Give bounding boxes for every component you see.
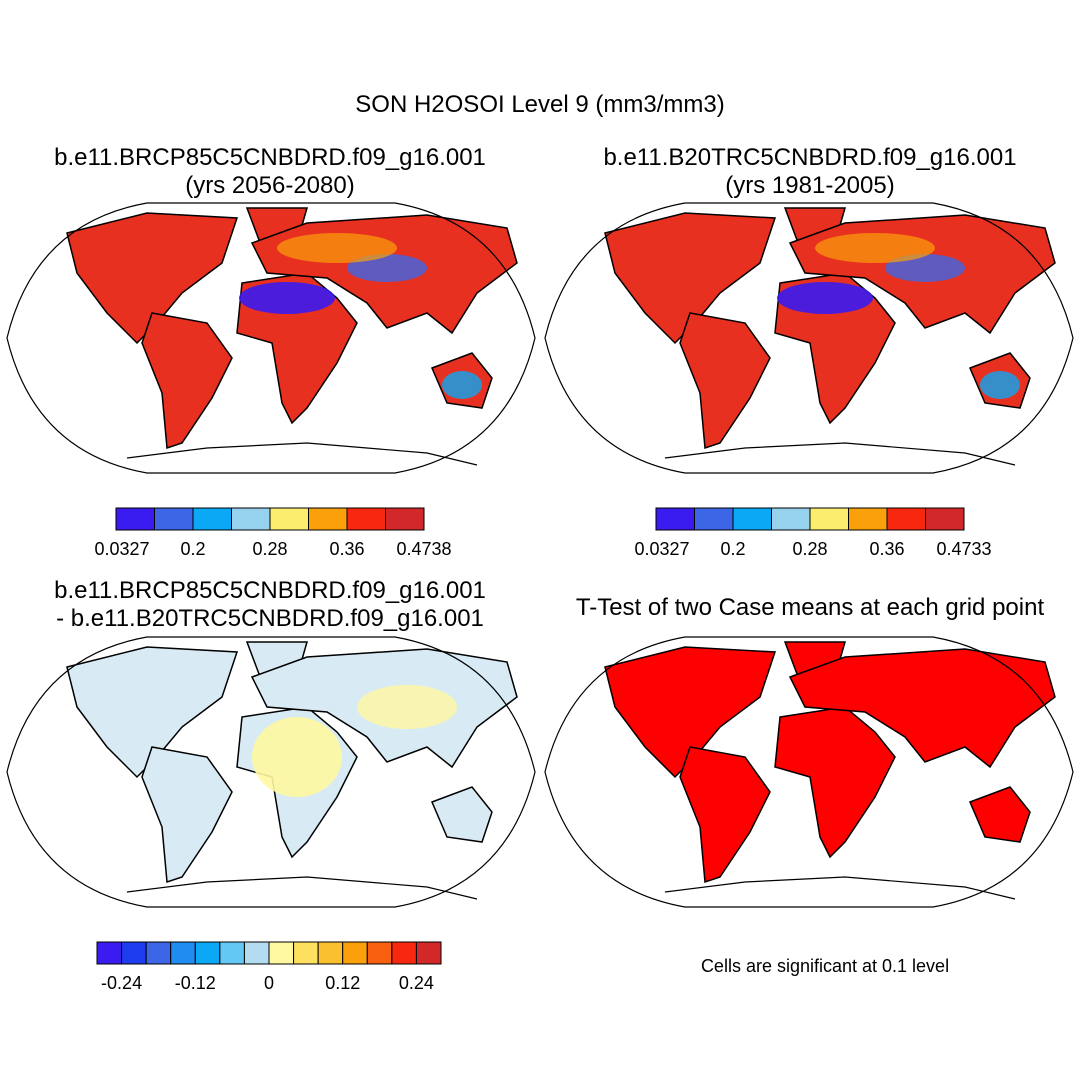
colorbar-box xyxy=(192,507,232,531)
colorbar-box xyxy=(145,941,172,965)
panel-title: b.e11.BRCP85C5CNBDRD.f09_g16.001 xyxy=(54,577,486,604)
colorbar-label: 0.36 xyxy=(329,539,364,559)
colorbar-box xyxy=(243,941,270,965)
colorbar-box xyxy=(655,507,695,531)
colorbar-box xyxy=(293,941,319,965)
note: Cells are significant at 0.1 level xyxy=(701,956,949,976)
change-region xyxy=(357,685,457,729)
colorbar-box xyxy=(848,507,888,531)
colorbar-box xyxy=(154,507,194,531)
colorbar-label: 0.28 xyxy=(252,539,287,559)
colorbar-label: 0.12 xyxy=(325,973,360,993)
colorbar-label: 0.24 xyxy=(399,973,434,993)
colorbar-label: 0.2 xyxy=(720,539,745,559)
colorbar-box xyxy=(269,507,309,531)
colorbar-label: 0.36 xyxy=(869,539,904,559)
colorbar-box xyxy=(308,507,348,531)
colorbar-label: 0.28 xyxy=(792,539,827,559)
colorbar-box xyxy=(342,941,368,965)
colorbar-box xyxy=(115,507,155,531)
figure-title: SON H2OSOI Level 9 (mm3/mm3) xyxy=(355,91,724,118)
antarctica xyxy=(664,442,1016,466)
colorbar-label: 0.2 xyxy=(180,539,205,559)
map xyxy=(544,202,1074,474)
antarctica xyxy=(664,876,1016,900)
colorbar-box xyxy=(121,941,147,965)
change-region xyxy=(252,717,342,797)
panel-title: b.e11.BRCP85C5CNBDRD.f09_g16.001 xyxy=(54,144,486,171)
panel-title: - b.e11.B20TRC5CNBDRD.f09_g16.001 xyxy=(56,605,484,632)
colorbar-label: 0.4733 xyxy=(936,539,991,559)
map xyxy=(544,636,1074,908)
colorbar-box xyxy=(771,507,811,531)
panel-title: b.e11.B20TRC5CNBDRD.f09_g16.001 xyxy=(603,144,1016,171)
colorbar-box xyxy=(385,507,425,531)
colorbar-box xyxy=(346,507,386,531)
colorbar-box xyxy=(391,941,417,965)
colorbar-box xyxy=(415,941,442,965)
colorbar-label: 0 xyxy=(264,973,274,993)
colorbar-box xyxy=(732,507,772,531)
panel-title: T-Test of two Case means at each grid po… xyxy=(576,594,1045,621)
colorbar-label: 0.0327 xyxy=(94,539,149,559)
colorbar-box xyxy=(925,507,965,531)
dry-region xyxy=(885,254,965,282)
colorbar-box xyxy=(96,941,123,965)
antarctica xyxy=(126,442,478,466)
map xyxy=(6,202,536,474)
antarctica xyxy=(126,876,478,900)
colorbar-label: 0.0327 xyxy=(634,539,689,559)
panel-title: (yrs 2056-2080) xyxy=(185,172,354,199)
panel-title: (yrs 1981-2005) xyxy=(725,172,894,199)
colorbar-box xyxy=(219,941,245,965)
colorbar-box xyxy=(170,941,196,965)
colorbar-label: -0.24 xyxy=(101,973,142,993)
dry-region xyxy=(347,254,427,282)
colorbar-box xyxy=(694,507,734,531)
colorbar-box xyxy=(809,507,849,531)
colorbar-box xyxy=(194,941,221,965)
dry-region xyxy=(239,282,335,314)
dry-region xyxy=(442,371,482,399)
dry-region xyxy=(777,282,873,314)
colorbar-box xyxy=(366,941,393,965)
colorbar-label: -0.12 xyxy=(175,973,216,993)
map xyxy=(6,636,536,908)
moist-region xyxy=(815,233,935,263)
colorbar-box xyxy=(231,507,271,531)
colorbar-label: 0.4738 xyxy=(396,539,451,559)
colorbar-box xyxy=(886,507,926,531)
colorbar-box xyxy=(317,941,344,965)
dry-region xyxy=(980,371,1020,399)
colorbar-box xyxy=(268,941,295,965)
moist-region xyxy=(277,233,397,263)
